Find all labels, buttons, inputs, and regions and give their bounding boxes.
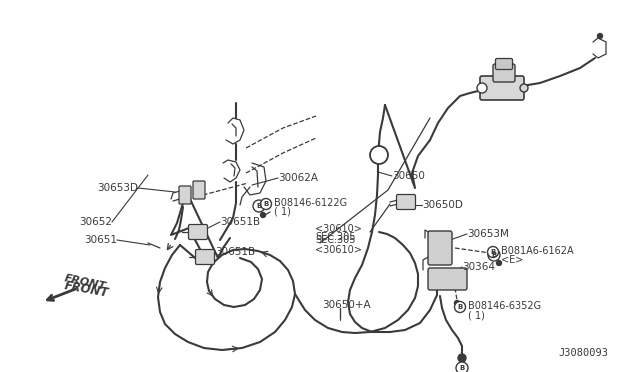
- Text: FRONT: FRONT: [63, 273, 107, 292]
- Text: 30651B: 30651B: [215, 247, 255, 257]
- Circle shape: [477, 83, 487, 93]
- FancyBboxPatch shape: [397, 195, 415, 209]
- Text: ( 1): ( 1): [468, 310, 485, 320]
- Text: 30653M: 30653M: [467, 229, 509, 239]
- Text: <E>: <E>: [501, 255, 524, 265]
- FancyBboxPatch shape: [428, 268, 467, 290]
- Text: 30651: 30651: [84, 235, 117, 245]
- Text: 30364: 30364: [462, 262, 495, 272]
- Text: 30651B: 30651B: [220, 217, 260, 227]
- Circle shape: [458, 354, 466, 362]
- Circle shape: [454, 301, 460, 305]
- Text: B08146-6352G: B08146-6352G: [468, 301, 541, 311]
- Circle shape: [488, 247, 499, 257]
- FancyBboxPatch shape: [493, 64, 515, 82]
- FancyBboxPatch shape: [480, 76, 524, 100]
- Text: 30650D: 30650D: [422, 200, 463, 210]
- Text: B08146-6122G: B08146-6122G: [274, 198, 347, 208]
- Text: SEC.305: SEC.305: [315, 232, 355, 242]
- Circle shape: [520, 84, 528, 92]
- FancyBboxPatch shape: [189, 224, 207, 240]
- FancyBboxPatch shape: [179, 186, 191, 204]
- FancyBboxPatch shape: [195, 250, 214, 264]
- Text: B: B: [458, 304, 463, 310]
- Text: 30652: 30652: [79, 217, 112, 227]
- FancyBboxPatch shape: [428, 231, 452, 265]
- Text: FRONT: FRONT: [63, 279, 109, 299]
- Circle shape: [454, 301, 465, 312]
- Text: 30650: 30650: [392, 171, 425, 181]
- Text: B: B: [492, 252, 497, 258]
- Circle shape: [370, 146, 388, 164]
- Text: <30610>: <30610>: [315, 245, 362, 255]
- Text: 30653D: 30653D: [97, 183, 138, 193]
- Text: B081A6-6162A: B081A6-6162A: [501, 246, 573, 256]
- Text: B: B: [257, 203, 262, 209]
- Circle shape: [488, 249, 500, 261]
- Circle shape: [598, 33, 602, 38]
- Text: ( 1): ( 1): [274, 207, 291, 217]
- Circle shape: [497, 260, 502, 266]
- Circle shape: [253, 200, 265, 212]
- FancyBboxPatch shape: [193, 181, 205, 199]
- Circle shape: [260, 212, 266, 218]
- Text: SEC.305: SEC.305: [315, 235, 355, 245]
- Text: B: B: [490, 249, 495, 255]
- Text: B: B: [264, 201, 269, 207]
- Text: B: B: [460, 365, 465, 371]
- Circle shape: [456, 362, 468, 372]
- Circle shape: [260, 199, 271, 209]
- Text: J3080093: J3080093: [558, 348, 608, 358]
- Text: 30062A: 30062A: [278, 173, 318, 183]
- Text: 30650+A: 30650+A: [322, 300, 371, 310]
- FancyBboxPatch shape: [495, 58, 513, 70]
- Text: <30610>: <30610>: [315, 224, 362, 234]
